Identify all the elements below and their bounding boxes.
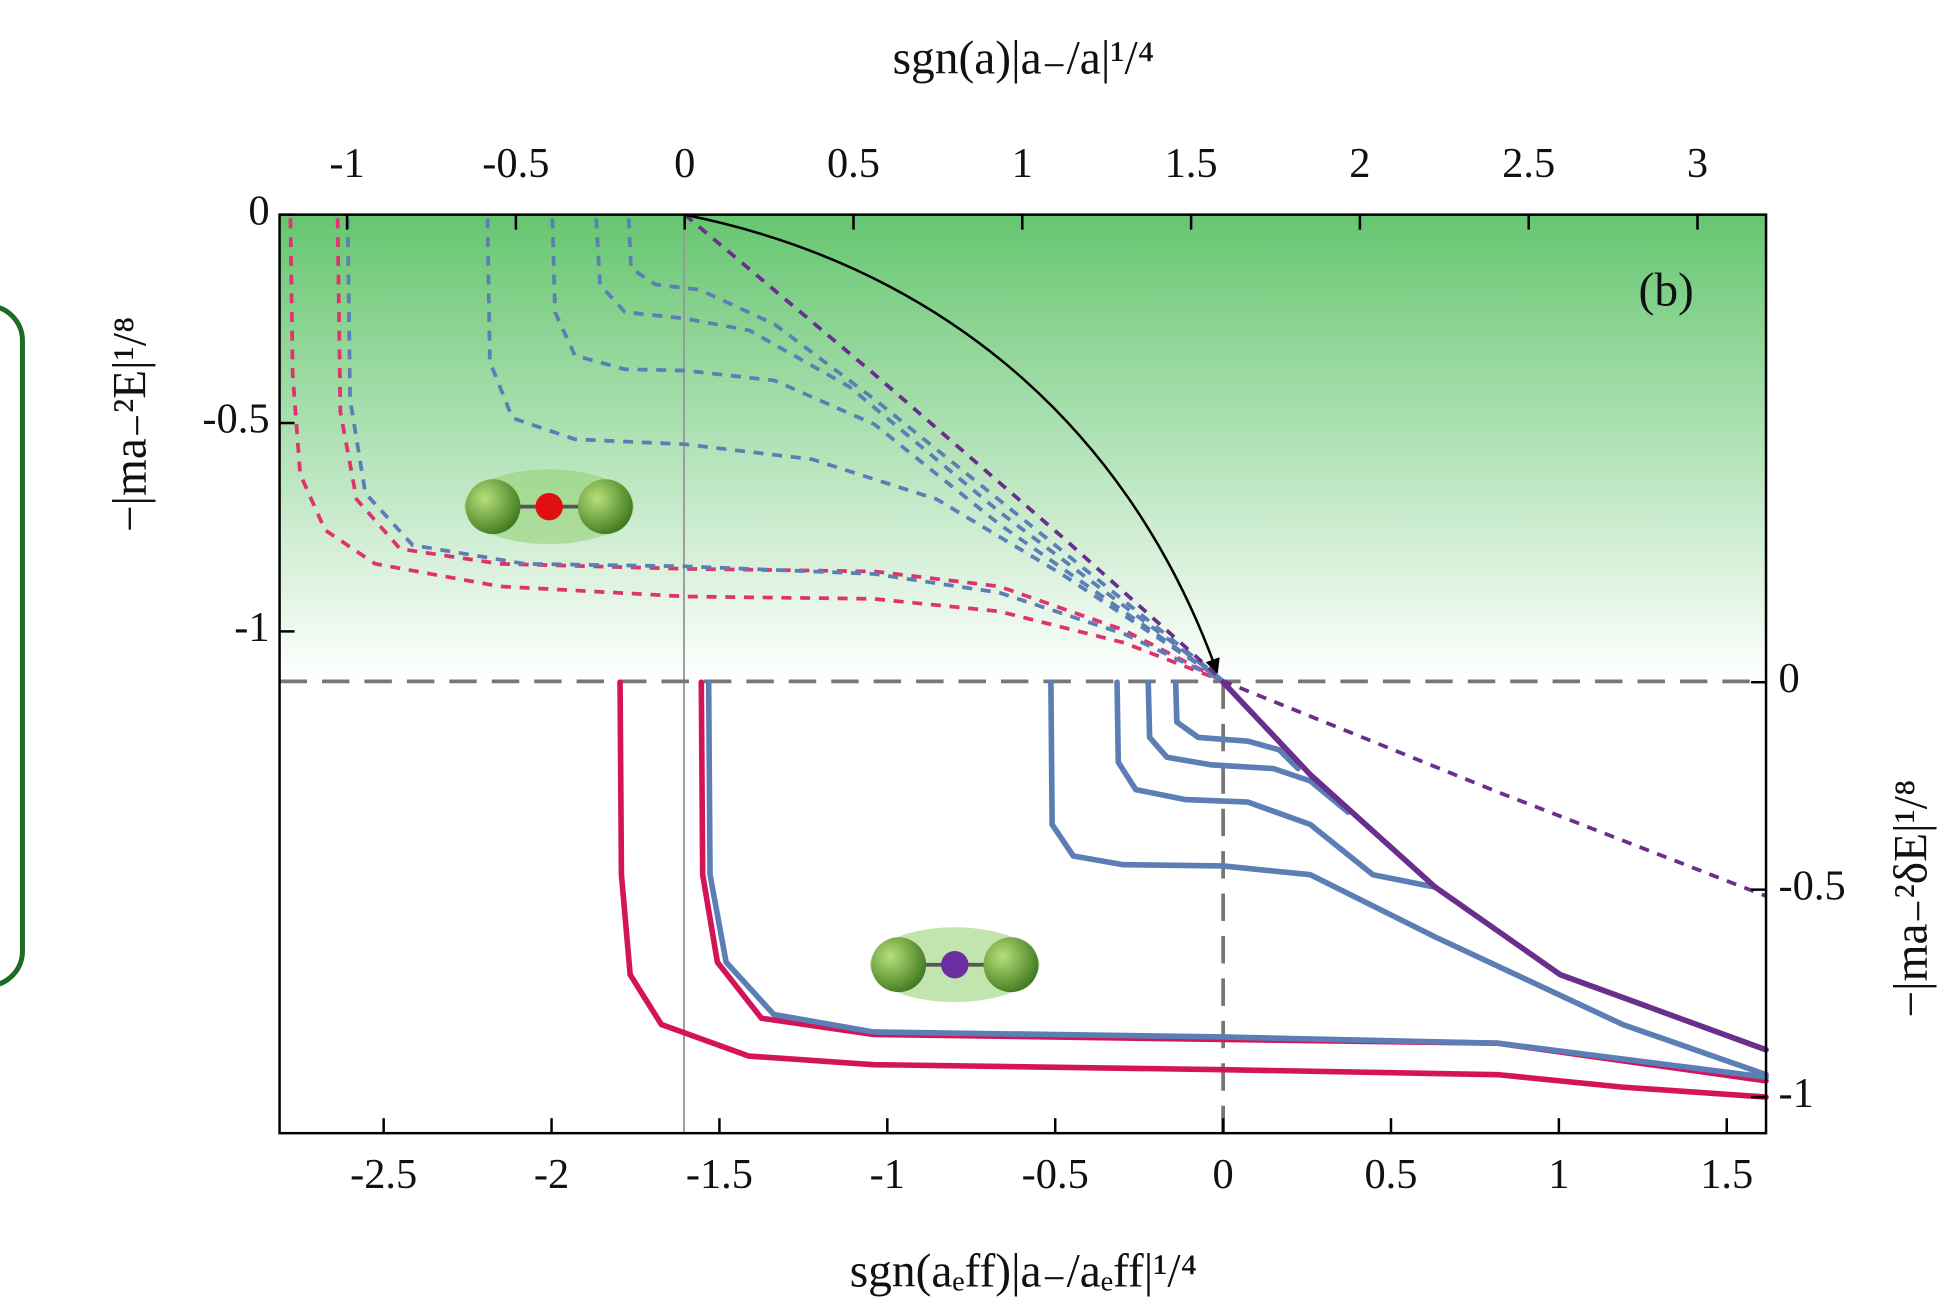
- dashed-curve: [550, 218, 1225, 683]
- solid-curve: [1145, 679, 1351, 815]
- dashed-curve: [683, 213, 1767, 898]
- side-panel-edge: [0, 305, 25, 987]
- x-tick-label: -2.5: [350, 1151, 417, 1198]
- x-tick-label: -0.5: [1022, 1151, 1089, 1198]
- y2-tick-label: 0: [1779, 655, 1800, 702]
- x2-tick-label: 2: [1349, 140, 1370, 187]
- arrow: [683, 213, 1220, 674]
- x-tick-label: -1: [870, 1151, 905, 1198]
- dashed-curve: [594, 218, 1226, 683]
- panel-label: (b): [1639, 264, 1694, 316]
- solid-curve: [1048, 679, 1769, 1078]
- solid-curve: [617, 679, 1769, 1100]
- y-axis-label: −|ma₋²E|¹/⁸: [105, 316, 157, 532]
- x-tick-label: 0.5: [1364, 1151, 1417, 1198]
- y-tick-label: 0: [248, 187, 269, 234]
- x-tick-label: 1.5: [1700, 1151, 1753, 1198]
- dashed-curve: [485, 218, 1225, 683]
- solid-curve: [705, 679, 1769, 1080]
- x-axis-label: sgn(aₑff)|a₋/aₑff|¹/⁴: [850, 1245, 1197, 1297]
- molecule-icon: [464, 469, 635, 545]
- x2-tick-label: 2.5: [1502, 140, 1555, 187]
- x2-tick-label: -0.5: [482, 140, 549, 187]
- x2-tick-label: 0: [674, 140, 695, 187]
- x2-axis-label: sgn(a)|a₋/a|¹/⁴: [893, 32, 1155, 84]
- y2-tick-label: -1: [1779, 1070, 1814, 1117]
- x-tick-label: 1: [1548, 1151, 1569, 1198]
- y2-axis-label: −|ma₋²δE|¹/⁸: [1886, 780, 1938, 1018]
- x-tick-label: -2: [534, 1151, 569, 1198]
- x2-tick-label: 1: [1012, 140, 1033, 187]
- y-tick-label: -0.5: [202, 396, 269, 443]
- solid-curve: [1220, 679, 1769, 1053]
- dashed-curve: [335, 218, 1225, 684]
- molecule-icon: [869, 927, 1040, 1003]
- x-tick-label: -1.5: [686, 1151, 753, 1198]
- x2-tick-label: 3: [1687, 140, 1708, 187]
- bound-region: [279, 214, 1767, 682]
- x2-tick-label: 0.5: [827, 140, 880, 187]
- x-tick-label: 0: [1212, 1151, 1233, 1198]
- dashed-curve: [345, 218, 1225, 684]
- solid-curve: [1114, 679, 1439, 891]
- x2-tick-label: -1: [329, 140, 364, 187]
- y-tick-label: -1: [234, 604, 269, 651]
- solid-curve: [1172, 679, 1301, 772]
- x2-tick-label: 1.5: [1165, 140, 1218, 187]
- y2-tick-label: -0.5: [1779, 862, 1846, 909]
- curves: [288, 213, 1769, 1100]
